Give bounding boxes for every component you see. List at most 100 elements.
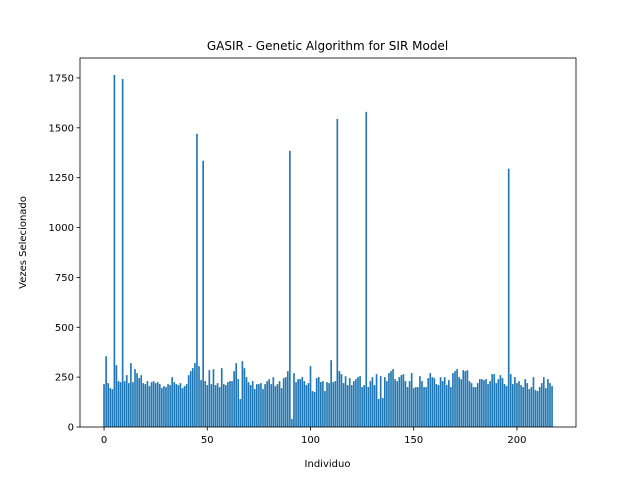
bar xyxy=(483,380,485,427)
bar xyxy=(276,384,279,427)
bar xyxy=(530,387,533,427)
bar xyxy=(212,369,215,427)
bar xyxy=(231,381,233,427)
bar xyxy=(404,381,407,427)
bar xyxy=(379,376,382,427)
bar xyxy=(390,371,392,427)
bar xyxy=(435,384,438,427)
bar xyxy=(111,389,114,427)
bar xyxy=(350,385,353,427)
bar xyxy=(165,387,167,427)
bar xyxy=(107,383,110,427)
bar xyxy=(328,383,330,427)
bar xyxy=(402,374,405,427)
chart-title: GASIR - Genetic Algorithm for SIR Model xyxy=(207,39,448,53)
y-tick-label: 1000 xyxy=(49,223,74,234)
bar xyxy=(278,381,281,427)
bar xyxy=(260,383,262,427)
bar xyxy=(381,398,384,427)
y-tick-label: 250 xyxy=(55,373,74,384)
bar xyxy=(526,383,529,427)
bar xyxy=(284,377,287,427)
bar xyxy=(177,385,180,427)
x-tick-label: 150 xyxy=(404,435,423,446)
bar xyxy=(208,370,211,427)
bar xyxy=(514,377,516,427)
bar xyxy=(148,386,151,427)
bar xyxy=(272,377,275,427)
bar xyxy=(396,381,399,427)
bar xyxy=(179,383,182,427)
bar xyxy=(437,385,440,427)
bar xyxy=(429,373,432,427)
bar xyxy=(146,381,149,427)
bar xyxy=(369,381,372,427)
bar xyxy=(450,387,452,427)
bar xyxy=(386,381,388,427)
bar xyxy=(313,392,316,427)
bar xyxy=(245,377,248,427)
bar xyxy=(540,383,543,427)
bar xyxy=(367,387,370,427)
bar xyxy=(206,385,209,427)
bar xyxy=(262,389,264,427)
bar xyxy=(509,374,512,427)
bar xyxy=(476,383,479,427)
bar xyxy=(377,399,380,427)
bar xyxy=(299,379,302,427)
bar xyxy=(468,381,471,427)
bar xyxy=(317,377,320,427)
bar xyxy=(222,384,225,427)
bar xyxy=(334,381,337,427)
bar xyxy=(518,381,520,427)
bar xyxy=(237,379,240,427)
bar xyxy=(439,377,442,427)
bar xyxy=(524,379,527,427)
bar xyxy=(348,378,351,427)
bar xyxy=(138,378,140,427)
bar xyxy=(384,377,386,427)
bar xyxy=(144,384,147,427)
bar xyxy=(119,382,122,427)
bar xyxy=(427,378,430,427)
bar xyxy=(357,377,359,427)
bar xyxy=(247,382,250,427)
bar xyxy=(105,356,107,427)
bar xyxy=(307,383,310,427)
bar xyxy=(336,118,339,427)
bar xyxy=(309,366,312,427)
bar xyxy=(239,399,242,427)
x-tick-label: 0 xyxy=(101,435,107,446)
bar xyxy=(200,380,202,427)
bar xyxy=(414,387,417,427)
bar xyxy=(189,371,192,427)
bar xyxy=(330,360,332,427)
bar xyxy=(549,383,551,427)
bar xyxy=(472,387,475,427)
bar xyxy=(441,381,444,427)
bar xyxy=(489,381,491,427)
bar xyxy=(140,375,143,427)
bar xyxy=(373,385,376,427)
bar xyxy=(423,387,425,427)
bar xyxy=(183,386,186,427)
bar xyxy=(320,382,322,427)
bar xyxy=(359,376,361,427)
bar xyxy=(233,371,235,427)
bar xyxy=(545,388,547,427)
bar xyxy=(130,363,132,427)
bar xyxy=(241,361,244,427)
bar xyxy=(470,383,473,427)
bar xyxy=(152,381,155,427)
y-tick-label: 0 xyxy=(68,423,74,434)
bar xyxy=(156,382,159,427)
bar xyxy=(322,381,324,427)
bar xyxy=(225,385,227,427)
bar xyxy=(474,387,477,427)
bar xyxy=(462,370,465,427)
x-tick-label: 200 xyxy=(507,435,526,446)
bar xyxy=(505,386,508,427)
bar xyxy=(481,379,483,427)
bar xyxy=(551,386,553,427)
